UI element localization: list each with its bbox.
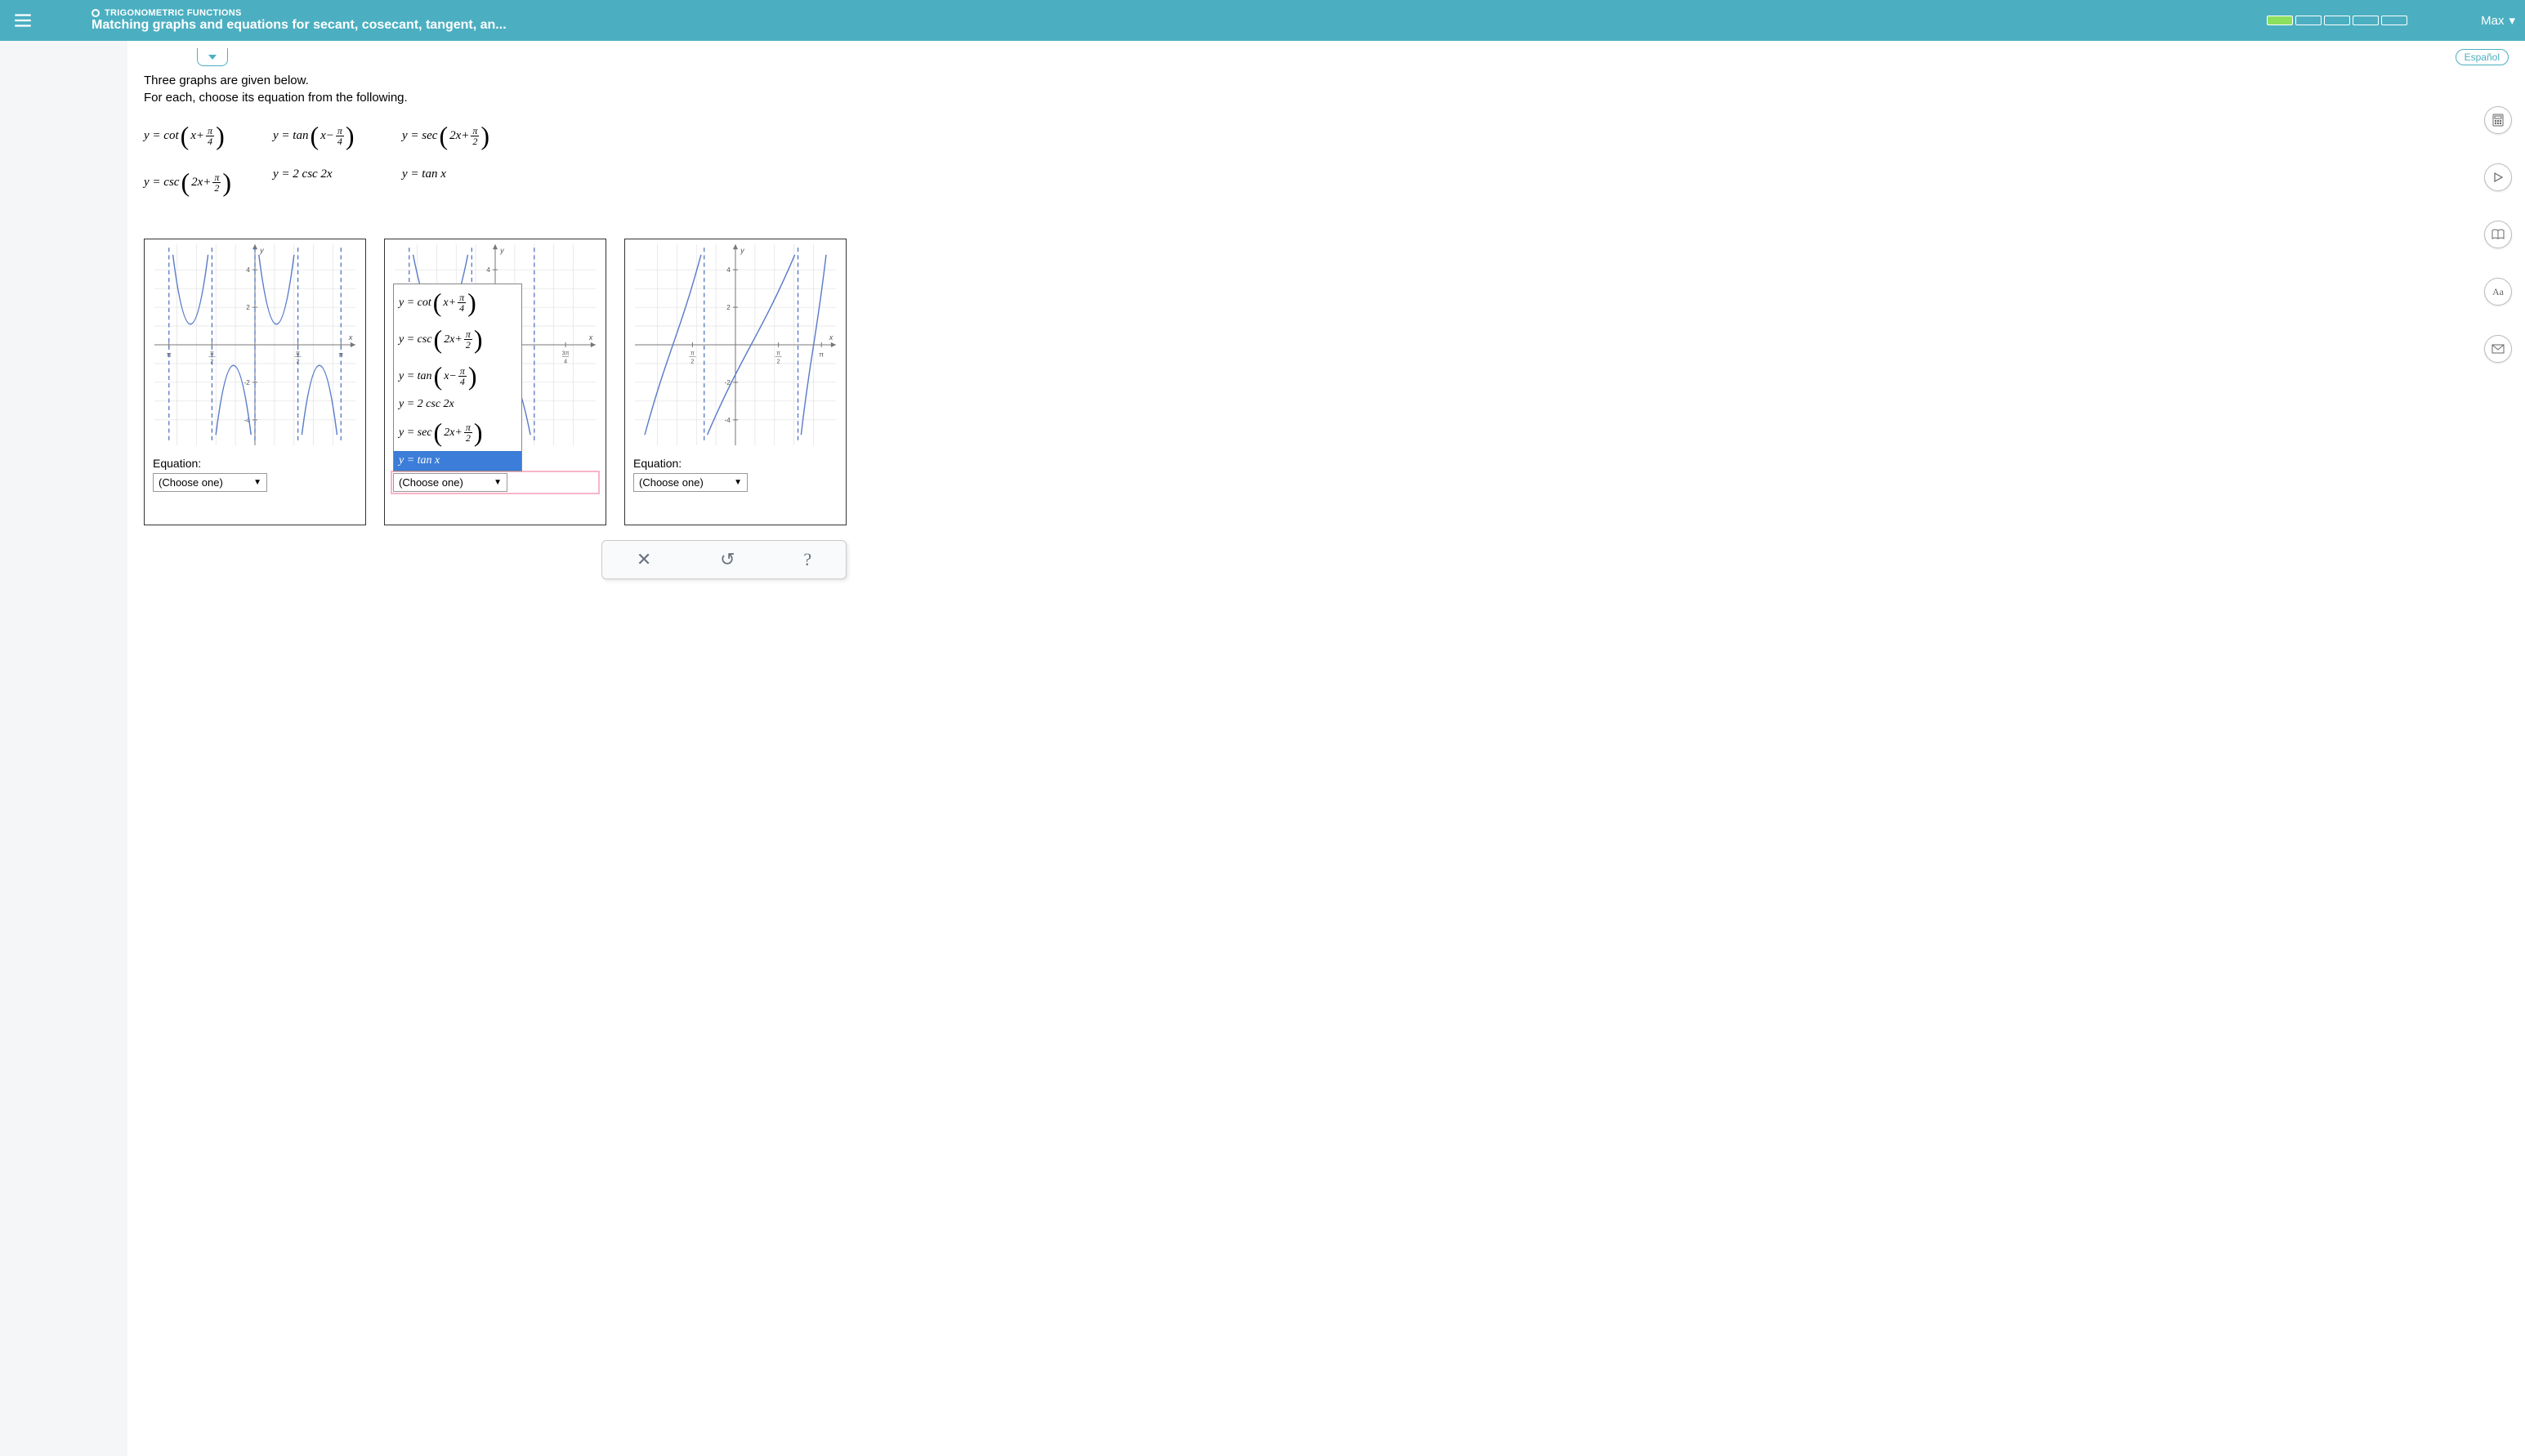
progress-seg	[2353, 16, 2379, 25]
progress-seg	[2267, 16, 2293, 25]
svg-text:x: x	[588, 333, 593, 342]
mail-button[interactable]	[2484, 335, 2512, 363]
svg-text:-4: -4	[725, 417, 731, 424]
clear-button[interactable]: ✕	[637, 549, 651, 570]
graphs-row: -4-224yxππ2π2π Equation: (Choose one)▼ -…	[144, 239, 2509, 525]
book-button[interactable]	[2484, 221, 2512, 248]
svg-text:π: π	[819, 351, 824, 358]
progress-seg	[2324, 16, 2350, 25]
prompt-line1: Three graphs are given below.	[144, 72, 2509, 89]
svg-text:4: 4	[486, 266, 490, 274]
graph-plot: -4-224yxπ2π2π	[625, 239, 846, 450]
equation-option: y = cot(x+π4)	[144, 121, 266, 151]
equation-selector[interactable]: (Choose one)▼	[633, 473, 748, 492]
help-button[interactable]: ?	[803, 549, 811, 570]
user-menu[interactable]: Max ▾	[2481, 13, 2515, 28]
equation-option: y = sec(2x+π2)	[402, 121, 525, 151]
header-titles: TRIGONOMETRIC FUNCTIONS Matching graphs …	[46, 8, 2267, 33]
svg-text:3π: 3π	[562, 350, 570, 356]
equations-bank: y = cot(x+π4)y = tan(x−π4)y = sec(2x+π2)…	[144, 121, 2509, 198]
category-label: TRIGONOMETRIC FUNCTIONS	[105, 8, 242, 18]
dropdown-option[interactable]: y = cot(x+π4)	[394, 284, 521, 321]
equation-dropdown[interactable]: y = cot(x+π4)y = csc(2x+π2)y = tan(x−π4)…	[393, 284, 522, 471]
menu-button[interactable]	[0, 10, 46, 31]
chevron-down-icon: ▾	[2509, 13, 2515, 28]
equation-option: y = 2 csc 2x	[273, 167, 396, 198]
main-content: Español Three graphs are given below. Fo…	[127, 41, 2525, 1456]
svg-text:y: y	[499, 246, 505, 254]
play-button[interactable]	[2484, 163, 2512, 191]
dropdown-option[interactable]: y = 2 csc 2x	[394, 395, 521, 414]
language-button[interactable]: Español	[2456, 49, 2509, 65]
svg-text:4: 4	[726, 266, 731, 274]
svg-text:π: π	[690, 350, 695, 356]
app-header: TRIGONOMETRIC FUNCTIONS Matching graphs …	[0, 0, 2525, 41]
svg-text:y: y	[740, 246, 745, 254]
user-name: Max	[2481, 14, 2504, 28]
equation-label: Equation:	[633, 457, 838, 470]
dropdown-option[interactable]: y = csc(2x+π2)	[394, 321, 521, 358]
reset-button[interactable]: ↺	[720, 549, 735, 570]
svg-text:2: 2	[246, 304, 250, 311]
dropdown-option[interactable]: y = tan(x−π4)	[394, 358, 521, 395]
graph-card: -4-224yxπ2π2π Equation: (Choose one)▼	[624, 239, 847, 525]
equation-option: y = csc(2x+π2)	[144, 167, 266, 198]
left-sidebar	[0, 41, 127, 1456]
equation-option: y = tan(x−π4)	[273, 121, 396, 151]
graph-card: -4-224yx3π4 y = cot(x+π4)y = csc(2x+π2)y…	[384, 239, 606, 525]
svg-text:π: π	[776, 350, 780, 356]
tool-rail: Aa	[2484, 106, 2512, 363]
progress-seg	[2381, 16, 2407, 25]
prompt-line2: For each, choose its equation from the f…	[144, 89, 2509, 106]
svg-text:2: 2	[777, 359, 780, 365]
svg-text:4: 4	[564, 359, 567, 365]
progress-seg	[2295, 16, 2322, 25]
svg-text:-2: -2	[244, 379, 251, 386]
page-title: Matching graphs and equations for secant…	[92, 18, 2267, 33]
equation-label: Equation:	[153, 457, 357, 470]
problem-prompt: Three graphs are given below. For each, …	[144, 72, 2509, 106]
svg-text:2: 2	[690, 359, 694, 365]
equation-option: y = tan x	[402, 167, 525, 198]
svg-text:2: 2	[726, 304, 731, 311]
progress-bar	[2267, 16, 2407, 25]
svg-text:4: 4	[246, 266, 250, 274]
calculator-button[interactable]	[2484, 106, 2512, 134]
dropdown-option[interactable]: y = sec(2x+π2)	[394, 414, 521, 451]
graph-plot: -4-224yxππ2π2π	[145, 239, 365, 450]
equation-selector[interactable]: (Choose one)▼	[393, 473, 507, 492]
category-dot-icon	[92, 9, 100, 17]
svg-text:y: y	[259, 246, 265, 254]
expand-tab[interactable]	[197, 48, 228, 66]
svg-text:x: x	[829, 333, 833, 342]
action-bar: ✕ ↺ ?	[601, 540, 847, 579]
text-size-button[interactable]: Aa	[2484, 278, 2512, 306]
dropdown-option[interactable]: y = tan x	[394, 451, 521, 471]
svg-text:x: x	[348, 333, 353, 342]
graph-card: -4-224yxππ2π2π Equation: (Choose one)▼	[144, 239, 366, 525]
equation-selector[interactable]: (Choose one)▼	[153, 473, 267, 492]
